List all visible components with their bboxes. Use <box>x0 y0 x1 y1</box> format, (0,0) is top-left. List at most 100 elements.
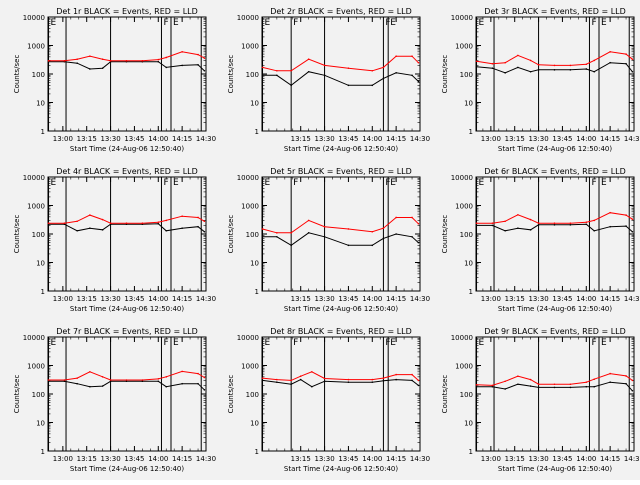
data-point-events <box>585 385 588 388</box>
data-point-events <box>203 69 206 72</box>
data-point-lld <box>157 378 160 380</box>
data-point-events <box>63 380 66 383</box>
y-tick-label: 100 <box>32 391 45 399</box>
data-point-lld <box>417 61 420 64</box>
data-point-lld <box>157 58 160 61</box>
x-tick-label: 13:15 <box>77 135 97 143</box>
data-point-events <box>371 84 374 87</box>
data-point-lld <box>165 56 168 59</box>
x-tick-label: 13:30 <box>100 295 120 303</box>
y-tick-label: 100 <box>246 71 259 79</box>
data-point-events <box>347 244 350 247</box>
series-line-lld <box>262 55 419 72</box>
y-tick-label: 1 <box>255 448 259 456</box>
time-marker-label: E <box>173 338 179 348</box>
data-point-lld <box>63 379 66 381</box>
data-point-lld <box>625 214 627 216</box>
panel-title: Det 4r BLACK = Events, RED = LLD <box>56 167 198 176</box>
data-point-events <box>157 222 160 225</box>
data-point-events <box>382 237 385 240</box>
data-point-lld <box>76 220 78 223</box>
data-point-events <box>276 381 278 383</box>
data-point-lld <box>197 372 199 375</box>
y-tick-label: 1000 <box>241 203 259 211</box>
data-point-lld <box>197 216 199 219</box>
data-point-events <box>529 229 532 231</box>
data-point-events <box>203 389 206 391</box>
data-point-events <box>411 74 413 77</box>
x-tick-label: 13:45 <box>124 455 144 463</box>
y-tick-label: 10000 <box>23 174 45 182</box>
y-axis-label: Counts/sec <box>227 55 235 94</box>
data-point-lld <box>593 59 596 62</box>
data-point-lld <box>125 379 128 381</box>
detector-panel: Det 3r BLACK = Events, RED = LLD 1 10 100 10… <box>441 7 640 153</box>
data-point-lld <box>307 219 310 222</box>
time-marker-label: F <box>591 18 596 28</box>
data-point-events <box>625 62 627 65</box>
data-point-events <box>141 380 144 383</box>
x-tick-label: 13:15 <box>505 135 525 143</box>
x-tick-label: 13:30 <box>314 295 334 303</box>
detector-panel: Det 7r BLACK = Events, RED = LLD 1 10 100 10… <box>13 327 216 473</box>
data-point-lld <box>276 378 278 381</box>
x-tick-label: 13:30 <box>100 135 120 143</box>
time-marker-label: E <box>390 338 396 348</box>
data-point-events <box>631 70 634 73</box>
data-point-events <box>165 385 168 388</box>
y-tick-label: 10 <box>250 100 259 108</box>
y-tick-label: 100 <box>246 231 259 239</box>
x-axis-label: Start Time (24-Aug-06 12:50:40) <box>70 305 184 313</box>
panel-title: Det 3r BLACK = Events, RED = LLD <box>484 7 626 16</box>
x-tick-label: 14:30 <box>410 135 430 143</box>
data-point-events <box>537 69 540 71</box>
time-marker-label: F <box>293 338 298 348</box>
data-point-lld <box>101 376 104 378</box>
data-point-events <box>181 382 183 385</box>
x-tick-label: 14:15 <box>172 135 192 143</box>
data-point-lld <box>491 384 494 387</box>
x-tick-label: 13:30 <box>314 455 334 463</box>
time-marker-label: E <box>173 178 179 188</box>
x-tick-label: 14:00 <box>362 295 382 303</box>
data-point-lld <box>382 66 385 69</box>
data-point-lld <box>165 219 168 222</box>
data-point-lld <box>537 222 540 224</box>
data-point-lld <box>553 383 556 386</box>
data-point-events <box>537 386 540 389</box>
detector-panel: Det 5r BLACK = Events, RED = LLD 1 10 100 10… <box>227 167 430 313</box>
y-tick-label: 1 <box>469 128 473 136</box>
data-point-events <box>47 380 50 383</box>
x-tick-label: 13:15 <box>77 295 97 303</box>
x-tick-label: 13:45 <box>338 135 358 143</box>
data-point-events <box>101 229 104 231</box>
data-point-lld <box>609 372 611 375</box>
data-point-events <box>395 72 397 74</box>
data-point-lld <box>89 371 91 373</box>
x-tick-label: 14:30 <box>624 455 640 463</box>
y-tick-label: 10000 <box>451 174 473 182</box>
data-point-lld <box>290 69 292 72</box>
y-tick-label: 1000 <box>455 363 473 371</box>
data-point-lld <box>261 66 264 69</box>
x-tick-label: 14:30 <box>196 135 216 143</box>
series-line-events <box>262 379 419 388</box>
data-point-events <box>299 378 302 381</box>
data-point-lld <box>569 64 572 67</box>
x-axis-label: Start Time (24-Aug-06 12:50:40) <box>498 145 612 153</box>
data-point-events <box>157 380 160 383</box>
y-tick-label: 1000 <box>241 43 259 51</box>
data-point-events <box>625 225 627 227</box>
data-point-lld <box>101 218 104 221</box>
data-point-lld <box>89 55 91 58</box>
x-tick-label: 14:00 <box>148 135 168 143</box>
data-point-events <box>593 385 596 388</box>
data-point-lld <box>417 379 420 382</box>
data-point-lld <box>585 381 588 383</box>
data-point-events <box>504 72 506 74</box>
x-tick-label: 13:00 <box>481 455 501 463</box>
data-point-events <box>537 224 540 226</box>
data-point-lld <box>323 377 326 380</box>
data-point-events <box>276 74 278 77</box>
